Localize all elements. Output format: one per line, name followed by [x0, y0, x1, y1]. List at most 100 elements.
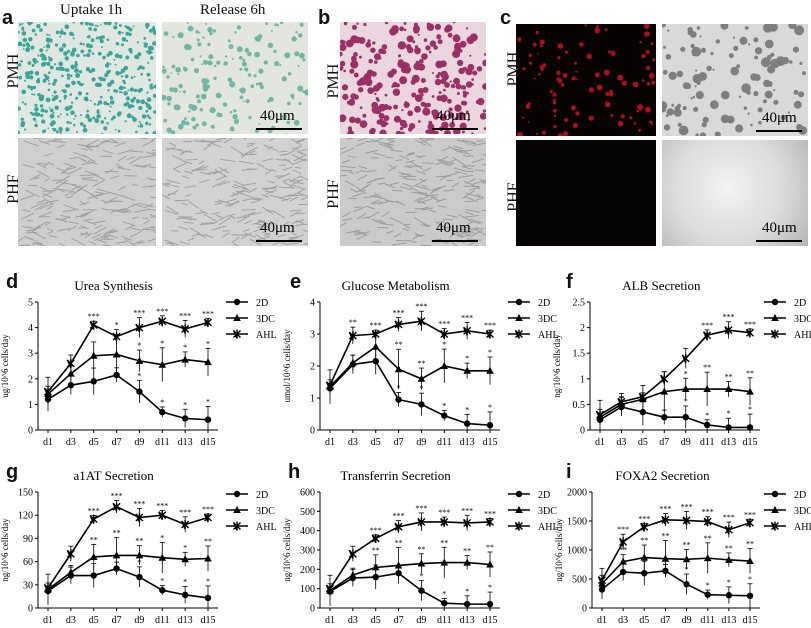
cell-blob: [284, 52, 291, 59]
fibroblast-cell: [298, 175, 308, 181]
data-point-AHL: [417, 517, 426, 527]
cell-blob: [91, 52, 95, 55]
cell-blob: [359, 106, 363, 109]
cell-blob: [539, 39, 545, 45]
fibroblast-cell: [462, 139, 476, 144]
cell-blob: [687, 26, 693, 33]
cell-blob: [403, 65, 412, 74]
significance-mark: ***: [179, 311, 191, 320]
fibroblast-cell: [297, 192, 308, 197]
x-tick-label: d1: [43, 615, 53, 626]
data-point-3DC: [158, 360, 167, 368]
fibroblast-cell: [47, 230, 54, 235]
legend-label: AHL: [538, 330, 559, 341]
cell-blob: [27, 61, 32, 65]
cell-blob: [465, 81, 473, 88]
fibroblast-cell: [172, 162, 187, 170]
cell-blob: [32, 85, 37, 90]
cell-blob: [401, 108, 404, 112]
data-point-2D: [418, 587, 425, 594]
x-tick-label: d1: [325, 615, 335, 626]
fibroblast-cell: [150, 214, 156, 219]
cell-blob: [195, 94, 200, 99]
fibroblast-cell: [60, 214, 71, 219]
fibroblast-cell: [416, 185, 432, 191]
cell-blob: [187, 25, 194, 32]
fibroblast-cell: [193, 140, 205, 143]
cell-blob: [103, 117, 107, 120]
fibroblast-cell: [44, 221, 52, 227]
fibroblast-cell: [143, 219, 151, 225]
cell-blob: [18, 63, 22, 67]
significance-mark: *: [419, 571, 423, 580]
cell-blob: [52, 127, 57, 132]
fibroblast-cell: [184, 158, 198, 161]
cell-blob: [49, 65, 54, 70]
cell-blob: [31, 28, 36, 33]
chart-title: Urea Synthesis: [74, 278, 152, 293]
legend-label: 2D: [794, 490, 806, 501]
fibroblast-cell: [60, 165, 73, 175]
cell-blob: [802, 71, 806, 76]
significance-mark: ***: [701, 321, 713, 330]
cell-blob: [302, 58, 306, 62]
x-tick-label: d13: [178, 437, 193, 448]
cell-blob: [69, 121, 72, 125]
fibroblast-cell: [184, 170, 193, 174]
cell-blob: [123, 91, 126, 94]
fibroblast-cell: [188, 201, 200, 209]
fibroblast-cell: [121, 195, 136, 201]
cell-blob: [200, 93, 207, 100]
y-tick-label: 3: [310, 330, 315, 341]
fibroblast-cell: [35, 240, 46, 246]
cell-blob: [663, 45, 666, 49]
cell-blob: [754, 47, 763, 55]
significance-mark: ***: [133, 309, 145, 318]
fibroblast-cell: [110, 175, 120, 180]
cell-blob: [457, 106, 460, 110]
cell-blob: [525, 104, 531, 109]
cell-blob: [63, 97, 66, 100]
cell-blob: [242, 58, 246, 62]
cell-blob: [245, 48, 249, 51]
series-line-3DC: [47, 554, 209, 591]
cell-blob: [443, 100, 446, 103]
cell-blob: [63, 94, 68, 99]
chart-title: ALB Secretion: [622, 278, 701, 293]
cell-blob: [121, 37, 127, 42]
cell-blob: [447, 98, 452, 104]
fibroblast-cell: [282, 178, 291, 182]
fibroblast-cell: [265, 168, 274, 175]
cell-blob: [340, 51, 343, 57]
fibroblast-cell: [128, 202, 139, 209]
cell-blob: [125, 55, 130, 60]
fibroblast-cell: [483, 181, 486, 184]
fibroblast-cell: [167, 193, 176, 195]
cell-blob: [185, 121, 190, 126]
significance-mark: ***: [88, 312, 100, 321]
cell-blob: [48, 34, 51, 37]
fibroblast-cell: [139, 138, 148, 140]
cell-blob: [216, 60, 221, 65]
cell-blob: [401, 131, 405, 134]
data-point-3DC: [725, 555, 733, 563]
cell-blob: [106, 62, 109, 65]
y-axis-label: ng/10^6 cells/day: [554, 518, 564, 582]
fibroblast-cell: [364, 149, 379, 154]
y-tick-label: 300: [300, 546, 315, 557]
fibroblast-cell: [399, 175, 407, 179]
cell-blob: [66, 84, 71, 88]
cell-blob: [101, 46, 103, 49]
fibroblast-cell: [57, 188, 66, 193]
fibroblast-cell: [173, 168, 181, 173]
x-tick-label: d13: [721, 437, 736, 448]
cell-blob: [431, 109, 439, 117]
x-tick-label: d5: [89, 437, 99, 448]
fibroblast-cell: [178, 215, 192, 221]
cell-blob: [384, 93, 388, 97]
cell-blob: [279, 22, 284, 24]
fibroblast-cell: [149, 184, 156, 188]
series-line-AHL: [329, 320, 491, 386]
significance-mark: *: [160, 398, 164, 407]
fibroblast-cell: [472, 142, 486, 147]
